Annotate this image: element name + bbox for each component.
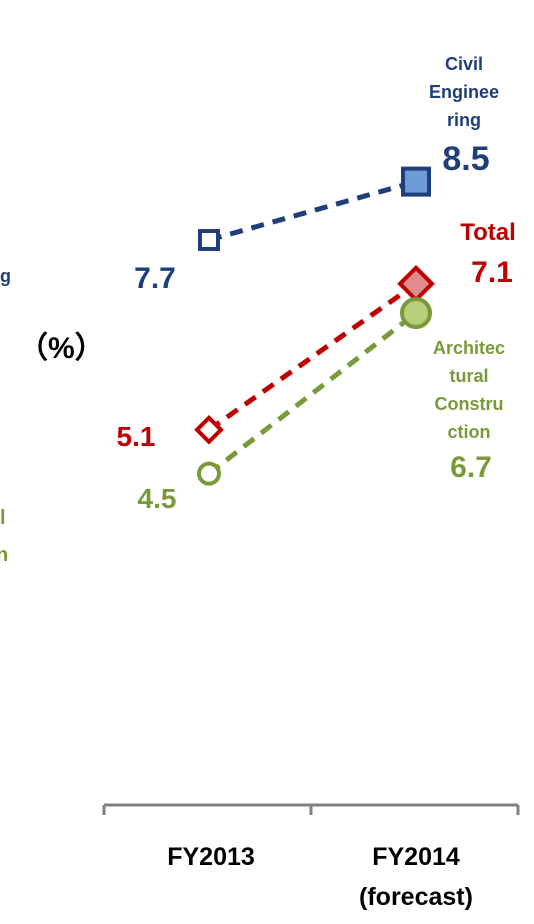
architectural-construction-series-line [207,311,418,476]
clipped-arch-label-fragment-2: n [0,544,9,566]
x-tick-label-fy2013: FY2013 [167,843,255,871]
x-tick-sublabel-forecast: (forecast) [359,883,473,911]
civil-engineering-marker-fy2013 [198,229,220,251]
value-label-arch-fy2014: 6.7 [450,451,492,484]
civil-series-label: Civil Enginee ring [429,54,499,130]
civil-engineering-series-line [208,179,417,243]
total-series-line [207,281,418,432]
value-label-arch-fy2013: 4.5 [138,483,177,514]
civil-label-line-1: Civil [445,54,483,74]
civil-engineering-marker-fy2014 [401,166,431,197]
clipped-civil-label-fragment: g [0,266,11,286]
architectural-construction-marker-fy2013 [197,461,221,486]
value-label-civil-fy2013: 7.7 [134,262,176,295]
total-marker-fy2013 [194,414,224,445]
total-marker-fy2014 [397,264,435,303]
arch-label-line-1: Architec [433,338,505,358]
civil-label-line-2: Enginee [429,82,499,102]
series-labels: Civil Enginee ring Total Architec tural … [429,54,516,442]
value-label-total-fy2013: 5.1 [117,421,156,452]
value-label-civil-fy2014: 8.5 [442,140,489,178]
series-layer [194,166,435,486]
value-labels: 7.7 8.5 5.1 7.1 4.5 6.7 [117,140,513,514]
x-tick-label-fy2014: FY2014 [372,843,460,871]
arch-label-line-3: Constru [435,394,504,414]
arch-label-line-4: ction [448,422,491,442]
architectural-construction-marker-fy2014 [400,297,432,329]
civil-label-line-3: ring [447,110,481,130]
arch-label-line-2: tural [449,366,488,386]
total-series-label: Total [460,219,516,246]
x-axis: FY2013 FY2014 (forecast) [102,803,520,911]
clipped-arch-label-fragment-1: l [0,507,6,529]
unit-label: （%） [18,331,105,365]
architectural-series-label: Architec tural Constru ction [433,338,505,442]
value-label-total-fy2014: 7.1 [471,256,513,289]
